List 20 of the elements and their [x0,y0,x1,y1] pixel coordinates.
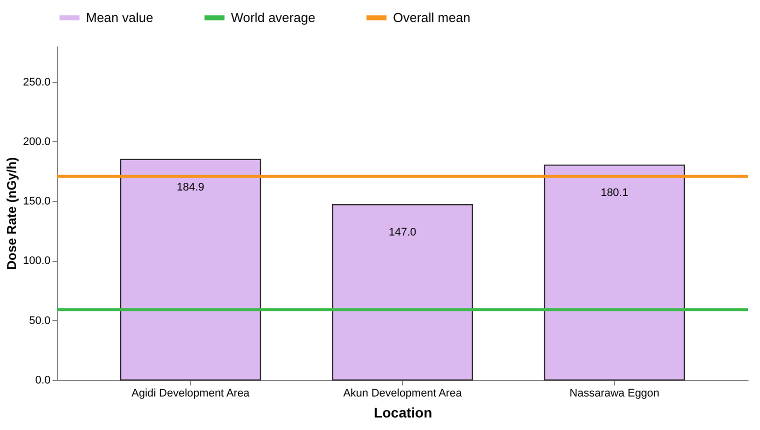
legend-label: World average [231,10,316,25]
x-tick-label: Nassarawa Eggon [570,388,660,400]
bar [332,204,474,381]
x-axis-title: Location [374,404,432,420]
y-tick-label: 250.0 [22,76,50,88]
bar [120,158,262,381]
y-tick-label: 0.0 [35,374,50,386]
y-tick-label: 200.0 [22,136,50,148]
y-tick-label: 50.0 [29,314,50,327]
y-axis-title: Dose Rate (nGy/h) [4,157,19,270]
text: 184.9 [176,181,204,194]
bar [544,164,686,381]
x-tick-label: Agidi Development Area [132,388,250,400]
text: 147.0 [388,226,416,239]
y-tick-label: 150.0 [22,196,50,208]
x-tick-label: Akun Development Area [343,388,463,400]
y-tick-label: 100.0 [22,255,50,268]
legend-label: Overall mean [393,10,470,25]
text: 180.1 [600,187,628,200]
legend-label: Mean value [86,10,154,25]
